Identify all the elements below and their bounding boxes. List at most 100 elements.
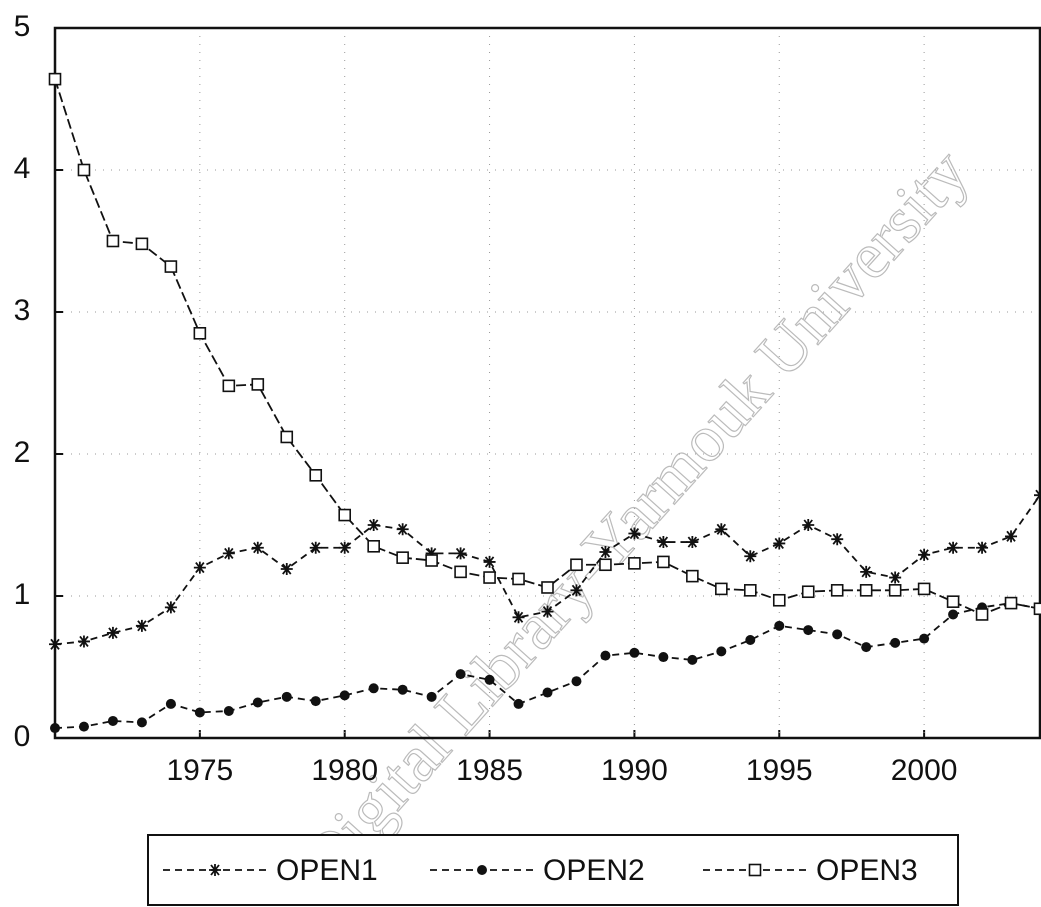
marker bbox=[658, 652, 669, 663]
marker bbox=[338, 508, 352, 522]
x-tick-label: 2000 bbox=[891, 754, 958, 787]
marker bbox=[367, 539, 380, 553]
marker bbox=[426, 691, 437, 702]
marker bbox=[454, 565, 467, 579]
marker bbox=[541, 605, 554, 618]
marker bbox=[716, 646, 727, 657]
marker bbox=[599, 545, 612, 558]
x-tick-label: 1985 bbox=[456, 754, 523, 787]
marker bbox=[947, 541, 960, 554]
y-tick-label: 4 bbox=[14, 152, 31, 185]
marker bbox=[629, 647, 640, 658]
marker bbox=[164, 601, 177, 614]
legend-label: OPEN3 bbox=[816, 854, 918, 887]
marker bbox=[772, 593, 786, 607]
marker bbox=[454, 547, 467, 560]
y-tick-label: 3 bbox=[14, 294, 31, 327]
marker bbox=[338, 541, 351, 554]
marker bbox=[860, 565, 873, 578]
x-tick-label: 1990 bbox=[601, 754, 668, 787]
marker bbox=[773, 537, 786, 550]
marker bbox=[251, 378, 265, 391]
marker bbox=[889, 571, 902, 584]
marker bbox=[396, 551, 409, 564]
marker bbox=[599, 558, 612, 572]
marker bbox=[164, 260, 178, 273]
marker bbox=[367, 519, 380, 531]
marker bbox=[571, 676, 582, 687]
marker bbox=[830, 584, 844, 597]
marker bbox=[48, 72, 62, 86]
marker bbox=[570, 584, 583, 597]
marker bbox=[222, 379, 236, 393]
marker bbox=[1004, 596, 1018, 610]
marker bbox=[657, 536, 670, 549]
marker bbox=[165, 698, 176, 709]
marker bbox=[975, 608, 989, 621]
marker bbox=[78, 721, 89, 732]
marker bbox=[803, 625, 814, 636]
marker bbox=[745, 635, 756, 646]
marker bbox=[541, 581, 554, 594]
marker bbox=[310, 696, 321, 707]
legend-marker bbox=[748, 863, 762, 877]
marker bbox=[107, 715, 118, 726]
y-tick-label: 2 bbox=[14, 436, 31, 469]
marker bbox=[715, 523, 728, 536]
marker bbox=[280, 563, 293, 576]
marker bbox=[135, 619, 148, 632]
marker bbox=[743, 584, 757, 597]
marker bbox=[484, 674, 495, 685]
marker bbox=[657, 555, 670, 569]
marker bbox=[483, 555, 496, 568]
marker bbox=[888, 584, 902, 597]
marker bbox=[106, 234, 120, 248]
marker bbox=[917, 582, 931, 596]
marker bbox=[106, 626, 119, 639]
marker bbox=[831, 533, 844, 546]
marker bbox=[802, 519, 815, 531]
marker bbox=[774, 620, 785, 631]
marker bbox=[77, 635, 90, 648]
marker bbox=[976, 541, 989, 554]
marker bbox=[948, 609, 959, 620]
marker bbox=[193, 561, 206, 574]
marker bbox=[715, 582, 728, 596]
marker bbox=[397, 684, 408, 695]
marker bbox=[919, 633, 930, 644]
series-line bbox=[54, 602, 1041, 729]
marker bbox=[512, 572, 525, 586]
marker bbox=[309, 541, 322, 554]
y-tick-label: 5 bbox=[14, 10, 31, 43]
marker bbox=[542, 687, 553, 698]
marker bbox=[193, 326, 207, 340]
series-line bbox=[54, 78, 1041, 616]
marker bbox=[281, 691, 292, 702]
marker bbox=[1033, 602, 1041, 616]
marker bbox=[1005, 530, 1018, 543]
marker bbox=[946, 595, 960, 608]
marker bbox=[77, 163, 91, 177]
marker bbox=[570, 558, 583, 572]
marker bbox=[600, 650, 611, 661]
marker bbox=[1034, 489, 1041, 502]
marker bbox=[280, 430, 294, 444]
marker bbox=[832, 629, 843, 640]
x-tick-label: 1975 bbox=[166, 754, 233, 787]
marker bbox=[194, 707, 205, 718]
legend-marker bbox=[477, 865, 487, 875]
marker bbox=[513, 698, 524, 709]
marker bbox=[686, 536, 699, 549]
marker bbox=[50, 723, 60, 734]
marker bbox=[425, 547, 438, 560]
marker bbox=[396, 523, 409, 536]
marker bbox=[801, 585, 815, 599]
y-tick-label: 1 bbox=[14, 578, 31, 611]
marker bbox=[890, 637, 901, 648]
marker bbox=[309, 468, 323, 482]
x-tick-label: 1995 bbox=[746, 754, 813, 787]
y-tick-label: 0 bbox=[14, 720, 31, 753]
marker bbox=[136, 717, 147, 728]
